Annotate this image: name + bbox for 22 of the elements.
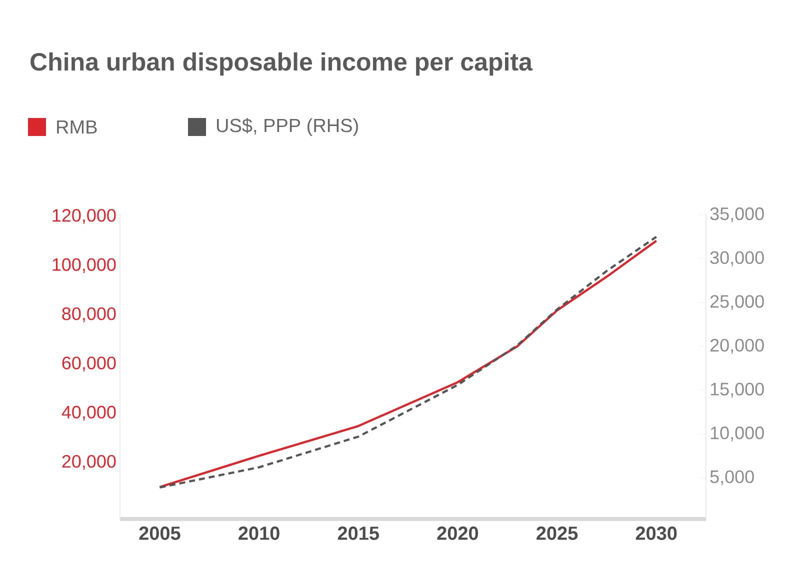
x-tick-label: 2020 bbox=[437, 526, 478, 540]
y2-tick-label: 35,000 bbox=[710, 207, 764, 222]
y2-tick-label: 5,000 bbox=[710, 470, 754, 486]
y-tick-label: 40,000 bbox=[62, 406, 116, 421]
y2-tick-label: 15,000 bbox=[710, 382, 764, 398]
x-tick-label: 2005 bbox=[139, 526, 180, 540]
y-tick-label: 120,000 bbox=[52, 209, 116, 224]
y-tick-label: 100,000 bbox=[52, 258, 116, 274]
legend-label: RMB bbox=[57, 120, 97, 134]
y-tick-label: 80,000 bbox=[62, 307, 116, 322]
y-tick-label: 20,000 bbox=[62, 454, 116, 470]
legend-label: US$, PPP (RHS) bbox=[216, 118, 358, 136]
y2-tick-label: 10,000 bbox=[710, 426, 764, 442]
x-tick-label: 2025 bbox=[536, 526, 578, 540]
y2-tick-label: 20,000 bbox=[710, 338, 764, 354]
chart-title: China urban disposable income per capita bbox=[30, 52, 533, 76]
y2-tick-label: 25,000 bbox=[710, 295, 764, 310]
y-tick-label: 60,000 bbox=[62, 356, 116, 372]
y2-tick-label: 30,000 bbox=[710, 251, 764, 266]
x-tick-label: 2010 bbox=[238, 526, 280, 540]
x-tick-label: 2015 bbox=[338, 526, 379, 540]
x-tick-label: 2030 bbox=[636, 526, 677, 540]
